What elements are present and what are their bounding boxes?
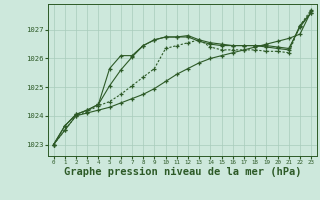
X-axis label: Graphe pression niveau de la mer (hPa): Graphe pression niveau de la mer (hPa) bbox=[64, 167, 301, 177]
